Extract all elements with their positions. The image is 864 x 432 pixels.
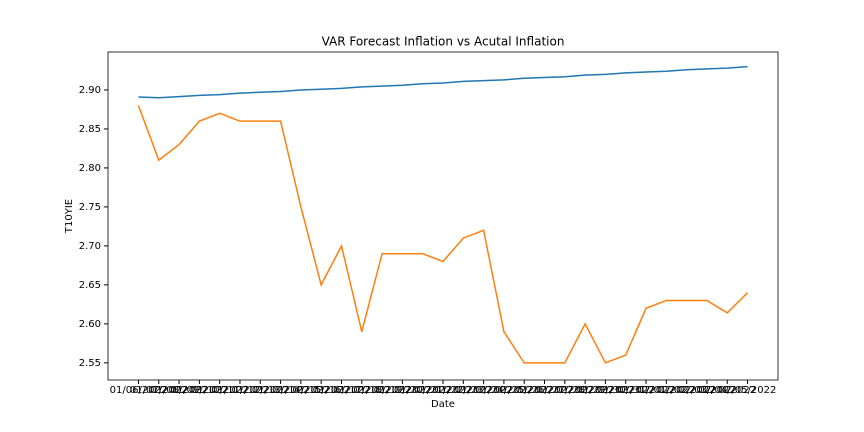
y-tick-label: 2.60	[79, 319, 101, 330]
series-line	[138, 65, 748, 99]
x-tick-label: 01/08/2022	[150, 385, 208, 396]
y-tick-label: 2.55	[79, 358, 101, 369]
x-tick-label: 02/02/2022	[658, 385, 716, 396]
x-tick-label: 01/06/2022	[110, 385, 168, 396]
x-tick-label: 01/15/2022	[292, 385, 350, 396]
chart-title: VAR Forecast Inflation vs Acutal Inflati…	[322, 35, 565, 49]
x-tick-label: 01/07/2022	[130, 385, 188, 396]
x-axis-label: Date	[431, 399, 455, 410]
x-tick-label: 02/05/2022	[719, 385, 777, 396]
x-tick-label: 02/04/2022	[698, 385, 756, 396]
x-tick-label: 01/19/2022	[374, 385, 432, 396]
series-line	[137, 105, 749, 364]
x-tick-label: 01/11/2022	[211, 385, 269, 396]
x-tick-label: 02/03/2022	[678, 385, 736, 396]
x-tick-label: 01/12/2022	[231, 385, 289, 396]
x-tick-label: 01/09/2022	[171, 385, 229, 396]
y-tick-label: 2.85	[79, 124, 101, 135]
x-tick-label: 01/20/2022	[394, 385, 452, 396]
x-tick-label: 01/22/2022	[434, 385, 492, 396]
y-tick-label: 2.90	[79, 85, 101, 96]
x-tick-label: 01/21/2022	[414, 385, 472, 396]
x-tick-label: 01/10/2022	[191, 385, 249, 396]
x-tick-label: 01/17/2022	[333, 385, 391, 396]
x-tick-label: 01/24/2022	[475, 385, 533, 396]
x-tick-label: 01/26/2022	[516, 385, 574, 396]
x-tick-label: 01/29/2022	[577, 385, 635, 396]
y-tick-label: 2.65	[79, 280, 101, 291]
x-tick-label: 01/18/2022	[353, 385, 411, 396]
y-tick-label: 2.70	[79, 241, 101, 252]
x-tick-label: 01/23/2022	[455, 385, 513, 396]
x-tick-label: 01/14/2022	[272, 385, 330, 396]
x-tick-label: 01/25/2022	[495, 385, 553, 396]
plot-frame	[107, 51, 779, 381]
x-tick-label: 01/27/2022	[536, 385, 594, 396]
x-tick-label: 01/30/2022	[597, 385, 655, 396]
x-tick-label: 01/13/2022	[252, 385, 310, 396]
x-tick-label: 02/01/2022	[638, 385, 696, 396]
y-tick-label: 2.75	[79, 202, 101, 213]
x-tick-label: 01/16/2022	[313, 385, 371, 396]
y-axis-label: T10YIE	[64, 199, 75, 234]
x-tick-label: 01/31/2022	[617, 385, 675, 396]
y-tick-label: 2.80	[79, 163, 101, 174]
x-tick-label: 01/28/2022	[556, 385, 614, 396]
